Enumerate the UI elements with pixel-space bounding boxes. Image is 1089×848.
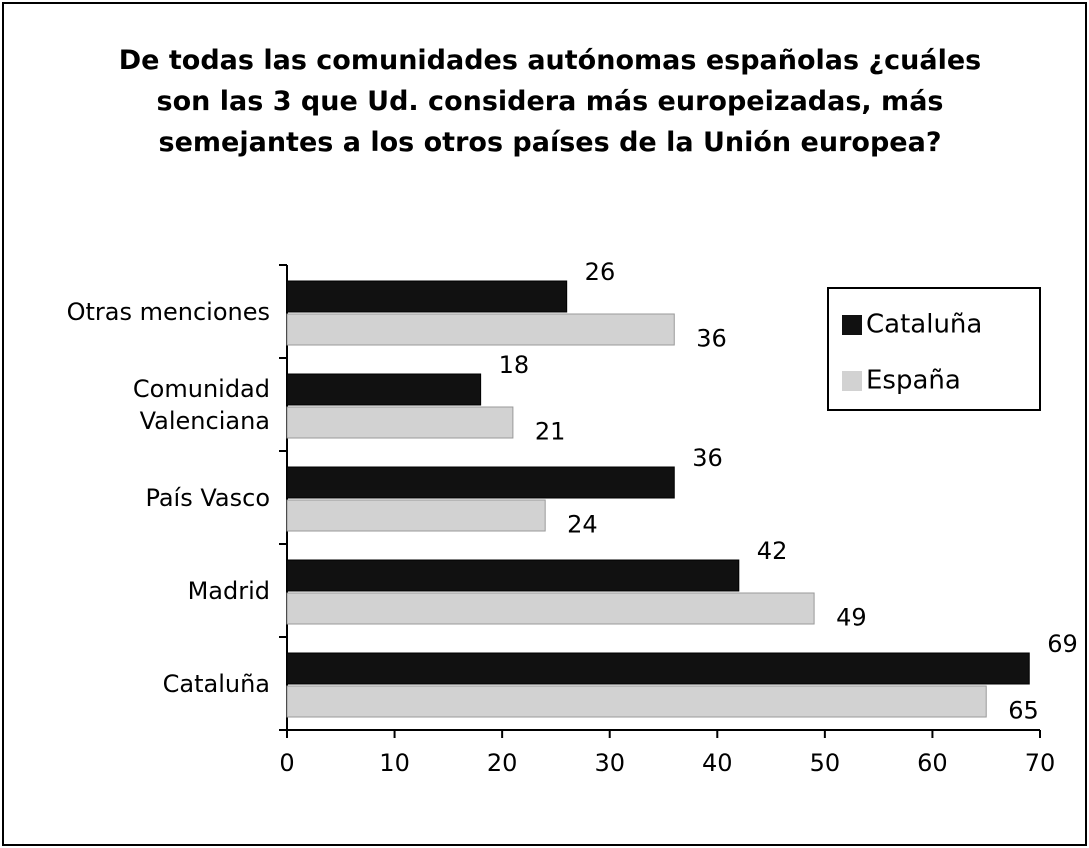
x-tick-label: 60	[917, 749, 948, 777]
bar	[286, 313, 675, 346]
y-tick-label: Madrid	[187, 576, 270, 605]
data-label: 18	[499, 351, 530, 379]
bar	[286, 373, 482, 406]
bar	[286, 559, 740, 592]
x-tick-label: 10	[379, 749, 410, 777]
legend-box	[827, 287, 1041, 411]
x-tick-label: 30	[594, 749, 625, 777]
bar	[286, 652, 1030, 685]
data-label: 24	[567, 511, 598, 539]
x-tick-label: 0	[279, 749, 294, 777]
data-label: 36	[696, 325, 727, 353]
bar	[286, 499, 546, 532]
bar	[286, 466, 675, 499]
data-label: 42	[757, 537, 788, 565]
legend-swatch	[842, 315, 862, 335]
legend-swatch	[842, 371, 862, 391]
bar	[286, 685, 987, 718]
x-tick-label: 70	[1025, 749, 1056, 777]
data-label: 49	[836, 604, 867, 632]
x-tick-label: 50	[810, 749, 841, 777]
y-tick-label: Otras menciones	[66, 297, 270, 326]
y-tick-label: País Vasco	[145, 483, 270, 512]
legend-label: España	[866, 366, 961, 396]
legend-label: Cataluña	[866, 310, 982, 340]
x-tick-label: 40	[702, 749, 733, 777]
x-tick-label: 20	[487, 749, 518, 777]
data-label: 65	[1008, 697, 1039, 725]
chart-title: De todas las comunidades autónomas españ…	[118, 45, 982, 158]
data-label: 26	[585, 258, 616, 286]
data-label: 21	[535, 418, 566, 446]
bar	[286, 280, 568, 313]
y-tick-label: Comunidad Valenciana	[132, 374, 270, 435]
y-tick-label: Cataluña	[162, 669, 270, 698]
bar	[286, 592, 815, 625]
data-label: 36	[692, 444, 723, 472]
data-label: 69	[1047, 630, 1078, 658]
bar	[286, 406, 514, 439]
